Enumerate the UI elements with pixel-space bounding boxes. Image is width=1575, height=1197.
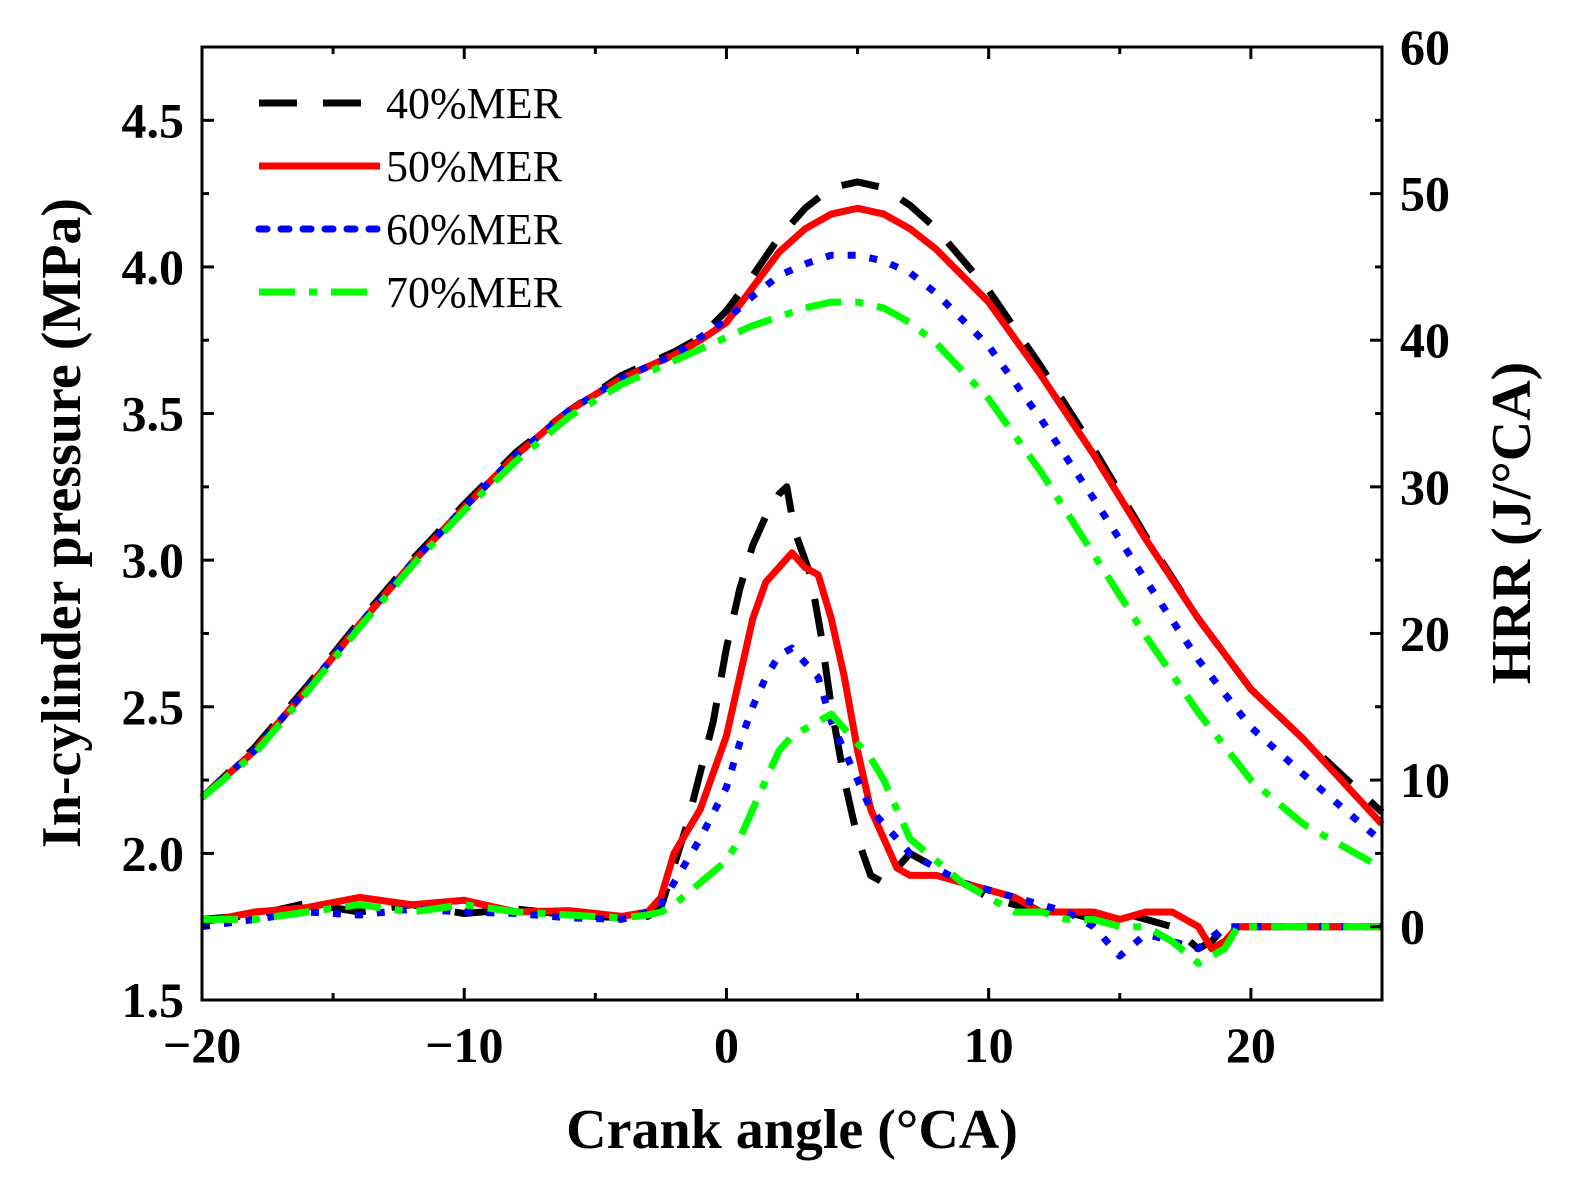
x-tick-label: 20 (1226, 1017, 1276, 1073)
y-tick-label: 3.5 (122, 386, 185, 442)
y-tick-label: 3.0 (122, 532, 185, 588)
x-tick-label: 0 (714, 1017, 739, 1073)
plot-frame (200, 45, 1384, 1002)
legend-label-60mer: 60%MER (386, 205, 563, 254)
y-tick-label: 1.5 (122, 972, 185, 1028)
x-tick-label: 10 (964, 1017, 1014, 1073)
legend: 40%MER 50%MER 60%MER 70%MER (255, 79, 563, 317)
y-right-tick-label: 10 (1400, 752, 1450, 808)
y-tick-label: 2.0 (122, 825, 185, 881)
x-tick-label: −10 (425, 1017, 504, 1073)
y-tick-label: 4.0 (122, 239, 185, 295)
legend-label-70mer: 70%MER (386, 268, 563, 317)
y-tick-label: 2.5 (122, 679, 185, 735)
y-axis-title: In-cylinder pressure (MPa) (31, 198, 93, 848)
pressure-line-50mer (199, 204, 1385, 827)
ticks-layer: −20 −10 0 10 20 1.5 2.0 2.5 3.0 3.5 4.0 4.5 0 10 20 30 4… (122, 19, 1451, 1073)
hrr-line-70mer (202, 710, 1382, 967)
hrr-line-50mer (201, 549, 1382, 953)
y-right-tick-label: 60 (1400, 19, 1450, 75)
y-right-tick-label: 0 (1400, 899, 1425, 955)
series-layer (199, 178, 1385, 967)
hrr-line-40mer (201, 483, 1382, 953)
y-right-tick-label: 50 (1400, 166, 1450, 222)
x-axis-title: Crank angle (°CA) (566, 1099, 1018, 1161)
pressure-line-70mer (199, 298, 1384, 872)
pressure-line-60mer (199, 251, 1385, 845)
legend-label-40mer: 40%MER (386, 79, 563, 128)
y-right-axis-title: HRR (J/°CA) (1481, 362, 1543, 685)
hrr-line-60mer (201, 644, 1382, 960)
y-tick-label: 4.5 (122, 92, 185, 148)
y-right-tick-label: 20 (1400, 605, 1450, 661)
y-right-tick-label: 40 (1400, 312, 1450, 368)
legend-label-50mer: 50%MER (386, 142, 563, 191)
x-tick-label: −20 (163, 1017, 242, 1073)
y-right-tick-label: 30 (1400, 459, 1450, 515)
